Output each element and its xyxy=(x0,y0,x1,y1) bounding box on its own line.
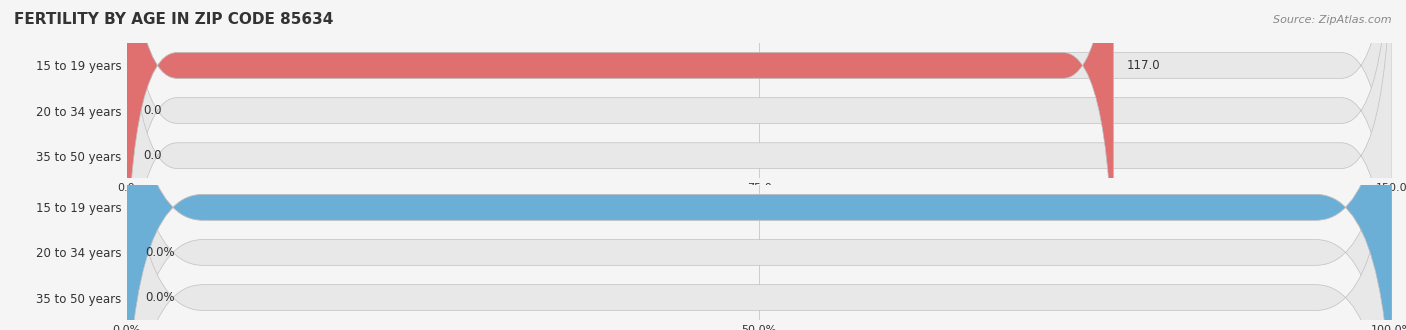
Text: 0.0%: 0.0% xyxy=(146,246,176,259)
Text: FERTILITY BY AGE IN ZIP CODE 85634: FERTILITY BY AGE IN ZIP CODE 85634 xyxy=(14,12,333,27)
FancyBboxPatch shape xyxy=(127,40,1392,330)
FancyBboxPatch shape xyxy=(127,0,1114,323)
FancyBboxPatch shape xyxy=(127,0,1392,330)
Text: 0.0%: 0.0% xyxy=(146,291,176,304)
FancyBboxPatch shape xyxy=(127,0,1392,330)
Text: 0.0: 0.0 xyxy=(143,149,162,162)
FancyBboxPatch shape xyxy=(127,0,1392,330)
Text: 117.0: 117.0 xyxy=(1126,59,1160,72)
Text: Source: ZipAtlas.com: Source: ZipAtlas.com xyxy=(1274,15,1392,25)
FancyBboxPatch shape xyxy=(127,0,1392,323)
FancyBboxPatch shape xyxy=(127,0,1392,330)
FancyBboxPatch shape xyxy=(127,0,1392,330)
Text: 0.0: 0.0 xyxy=(143,104,162,117)
